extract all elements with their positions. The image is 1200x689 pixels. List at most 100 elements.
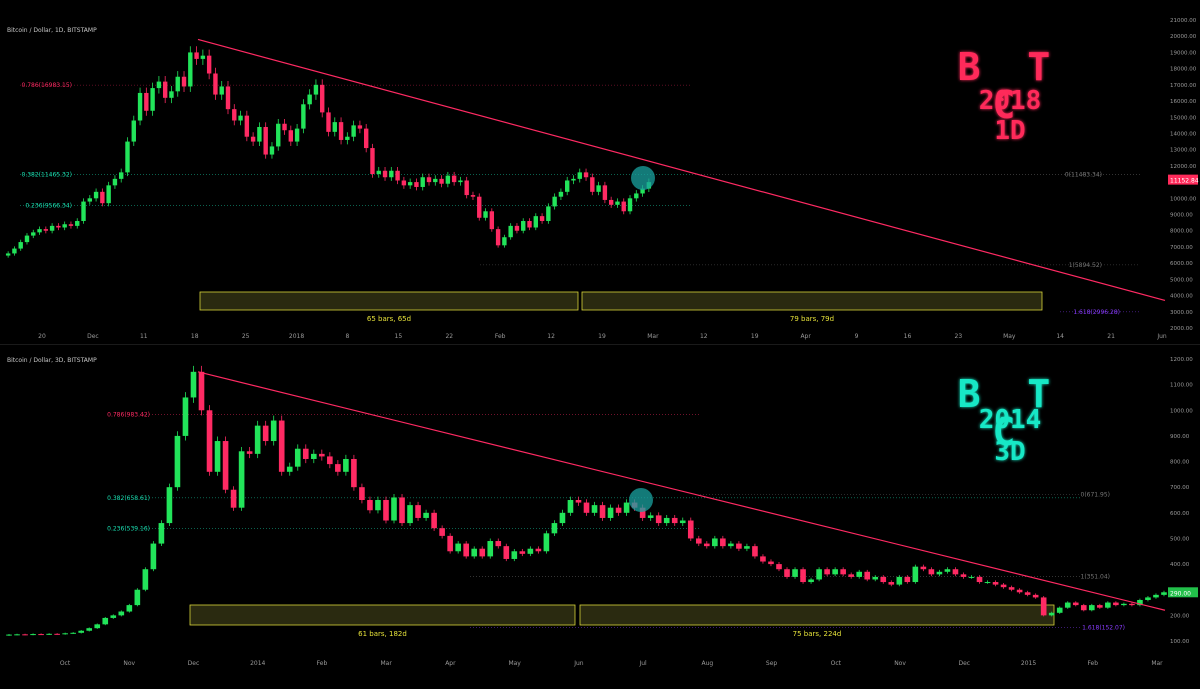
- fib-level-label: 0.786(983.42): [107, 412, 150, 419]
- candle: [166, 487, 173, 524]
- candle: [257, 126, 262, 142]
- candle: [382, 170, 388, 178]
- y-tick-label: 19000.00: [1170, 50, 1197, 56]
- fib-level-label: 0(11483.34): [1065, 171, 1102, 178]
- y-tick-label: 8000.00: [1170, 229, 1193, 235]
- candle: [125, 141, 130, 173]
- x-tick-label: 25: [242, 333, 250, 340]
- y-tick-label: 13000.00: [1170, 148, 1197, 154]
- trend-line: [197, 38, 1166, 302]
- fib-level-label: 1.618(2996.28): [1073, 309, 1120, 316]
- candle: [420, 177, 425, 187]
- candle: [439, 178, 444, 184]
- candle: [162, 81, 168, 98]
- y-tick-label: 100.00: [1170, 639, 1190, 645]
- candlestick-chart-2014[interactable]: 1200.00 1100.00 1000.00 900.00 800.00 700.00 6…: [0, 345, 1200, 689]
- candle: [262, 425, 269, 442]
- candle: [244, 115, 250, 137]
- candle: [31, 232, 36, 236]
- candle: [254, 425, 261, 454]
- candle: [848, 574, 854, 577]
- candle: [495, 229, 501, 246]
- candle: [22, 634, 28, 636]
- candle: [596, 185, 601, 192]
- fib-level-label: 0.382(11465.32): [22, 172, 73, 179]
- candle: [118, 611, 125, 616]
- fib-level-label: 1.618(152.07): [1082, 625, 1125, 632]
- x-tick-label: 16: [904, 333, 912, 340]
- range-box: [189, 604, 576, 626]
- candle: [527, 221, 532, 228]
- candle: [599, 505, 606, 518]
- candle: [533, 216, 538, 228]
- candle: [375, 500, 381, 511]
- candle: [46, 633, 52, 635]
- candle: [169, 91, 174, 98]
- candle: [519, 551, 526, 554]
- candle: [87, 198, 92, 202]
- candle: [319, 453, 325, 457]
- candle: [477, 196, 482, 218]
- candle: [936, 571, 943, 575]
- candle: [93, 191, 99, 199]
- candle: [198, 371, 205, 411]
- candle: [43, 229, 49, 231]
- x-tick-label: Jul: [638, 660, 647, 667]
- x-tick-label: Nov: [123, 660, 135, 667]
- chart-title: Bitcoin / Dollar, 1D, BITSTAMP: [7, 27, 97, 34]
- x-tick-label: 2015: [1021, 660, 1036, 667]
- price-tag-label: 290.00: [1170, 590, 1191, 597]
- range-label: 61 bars, 182d: [358, 630, 407, 638]
- candle: [288, 130, 294, 142]
- candle: [464, 180, 469, 196]
- candle: [1016, 589, 1023, 593]
- candle: [391, 497, 397, 521]
- y-tick-label: 7000.00: [1170, 245, 1193, 251]
- range-box: [581, 291, 1043, 311]
- candle: [1145, 597, 1151, 600]
- x-tick-label: 14: [1056, 333, 1064, 340]
- fib-level-label: 1(5894.52): [1069, 262, 1102, 269]
- candle: [112, 178, 118, 186]
- candle: [655, 515, 662, 524]
- x-tick-label: 11: [140, 333, 148, 340]
- candle: [206, 55, 212, 74]
- candle: [399, 497, 405, 524]
- candle: [471, 548, 478, 557]
- candle: [338, 122, 344, 140]
- candle: [70, 632, 76, 634]
- range-label: 79 bars, 79d: [790, 315, 834, 323]
- candle: [423, 512, 429, 518]
- candle: [695, 538, 702, 544]
- candle: [514, 225, 520, 231]
- candle: [238, 451, 245, 508]
- candle: [565, 180, 570, 192]
- candle: [1097, 605, 1103, 608]
- y-tick-label: 9000.00: [1170, 213, 1193, 219]
- candle: [608, 199, 614, 205]
- y-tick-label: 2000.00: [1170, 326, 1193, 332]
- candle: [712, 538, 718, 547]
- y-tick-label: 3000.00: [1170, 310, 1193, 316]
- fib-level-label: 0(671.95): [1081, 491, 1111, 498]
- range-label: 65 bars, 65d: [367, 315, 411, 323]
- candle: [744, 546, 750, 549]
- candle: [5, 253, 11, 256]
- x-tick-label: May: [1003, 333, 1016, 340]
- candle: [156, 81, 162, 89]
- x-tick-label: 12: [700, 333, 708, 340]
- candle: [639, 507, 646, 518]
- candle: [539, 216, 545, 222]
- candle: [1040, 597, 1047, 616]
- y-tick-label: 14000.00: [1170, 131, 1197, 137]
- candle: [102, 617, 109, 625]
- candle: [623, 502, 630, 513]
- x-tick-label: Feb: [1087, 660, 1098, 667]
- candle: [78, 630, 85, 633]
- candle: [282, 123, 287, 131]
- candle: [521, 221, 526, 231]
- x-tick-label: Jun: [573, 660, 584, 667]
- candle: [627, 198, 633, 212]
- y-tick-label: 10000.00: [1170, 196, 1197, 202]
- candlestick-chart-2018[interactable]: 21000.00 20000.00 19000.00 18000.00 17000.00…: [0, 0, 1200, 345]
